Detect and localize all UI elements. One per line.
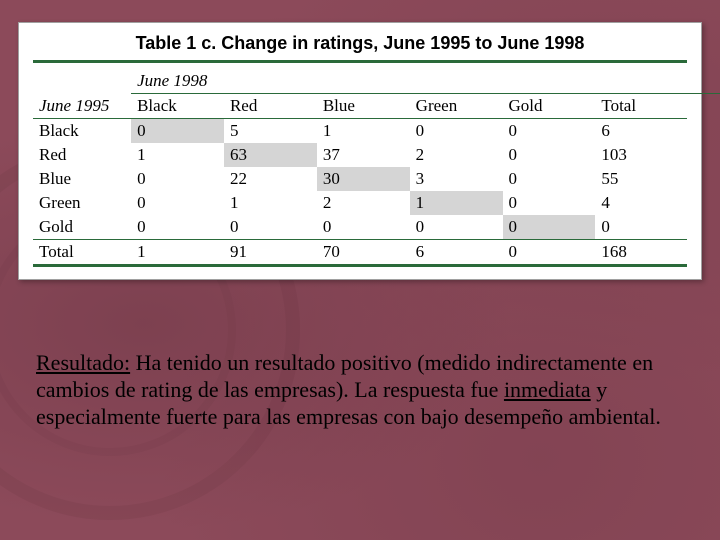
cell: 0 (503, 143, 596, 167)
row-label: Gold (33, 215, 131, 239)
cell: 55 (595, 167, 687, 191)
cell: 2 (410, 143, 503, 167)
cell: 2 (317, 191, 410, 215)
cell: 0 (503, 191, 596, 215)
cell: 63 (224, 143, 317, 167)
cell: 3 (410, 167, 503, 191)
table-row: Black 0 5 1 0 0 6 (33, 119, 687, 143)
ratings-table: June 1998 June 1995 Black Red Blue Green… (33, 69, 687, 264)
row-label: Red (33, 143, 131, 167)
cell: 22 (224, 167, 317, 191)
cell: 0 (131, 119, 224, 143)
cell: 1 (410, 191, 503, 215)
col-header: Blue (317, 94, 410, 118)
cell: 70 (317, 240, 410, 264)
table-row: Gold 0 0 0 0 0 0 (33, 215, 687, 239)
table-row: Green 0 1 2 1 0 4 (33, 191, 687, 215)
cell: 103 (595, 143, 687, 167)
cell: 1 (131, 240, 224, 264)
cell: 0 (317, 215, 410, 239)
cell: 0 (410, 119, 503, 143)
cell: 0 (131, 215, 224, 239)
cell: 0 (503, 240, 596, 264)
cell: 1 (224, 191, 317, 215)
table-row-total: Total 1 91 70 6 0 168 (33, 240, 687, 264)
row-label: Total (33, 240, 131, 264)
row-header-label: June 1995 (33, 94, 131, 118)
col-header: Red (224, 94, 317, 118)
col-header: Green (410, 94, 503, 118)
cell: 0 (595, 215, 687, 239)
cell: 0 (410, 215, 503, 239)
cell: 0 (131, 167, 224, 191)
row-label: Blue (33, 167, 131, 191)
cell: 5 (224, 119, 317, 143)
cell: 6 (595, 119, 687, 143)
result-text: Resultado: Ha tenido un resultado positi… (36, 350, 684, 430)
cell: 0 (131, 191, 224, 215)
header-row-1998: June 1998 (33, 69, 687, 93)
result-label: Resultado: (36, 350, 130, 375)
col-header: Gold (503, 94, 596, 118)
cell: 37 (317, 143, 410, 167)
cell: 30 (317, 167, 410, 191)
cell: 0 (503, 215, 596, 239)
cell: 0 (503, 167, 596, 191)
table-row: Red 1 63 37 2 0 103 (33, 143, 687, 167)
row-label: Black (33, 119, 131, 143)
cell: 0 (503, 119, 596, 143)
result-underlined-word: inmediata (504, 377, 591, 402)
cell: 1 (317, 119, 410, 143)
col-group-header: June 1998 (131, 69, 687, 93)
cell: 168 (595, 240, 687, 264)
col-header: Black (131, 94, 224, 118)
cell: 0 (224, 215, 317, 239)
cell: 4 (595, 191, 687, 215)
table-row: Blue 0 22 30 3 0 55 (33, 167, 687, 191)
cell: 91 (224, 240, 317, 264)
col-header: Total (595, 94, 687, 118)
rule-bottom-thick (33, 264, 687, 267)
table-title: Table 1 c. Change in ratings, June 1995 … (33, 33, 687, 54)
table-card: Table 1 c. Change in ratings, June 1995 … (18, 22, 702, 280)
cell: 6 (410, 240, 503, 264)
row-label: Green (33, 191, 131, 215)
header-row-columns: June 1995 Black Red Blue Green Gold Tota… (33, 94, 687, 118)
cell: 1 (131, 143, 224, 167)
